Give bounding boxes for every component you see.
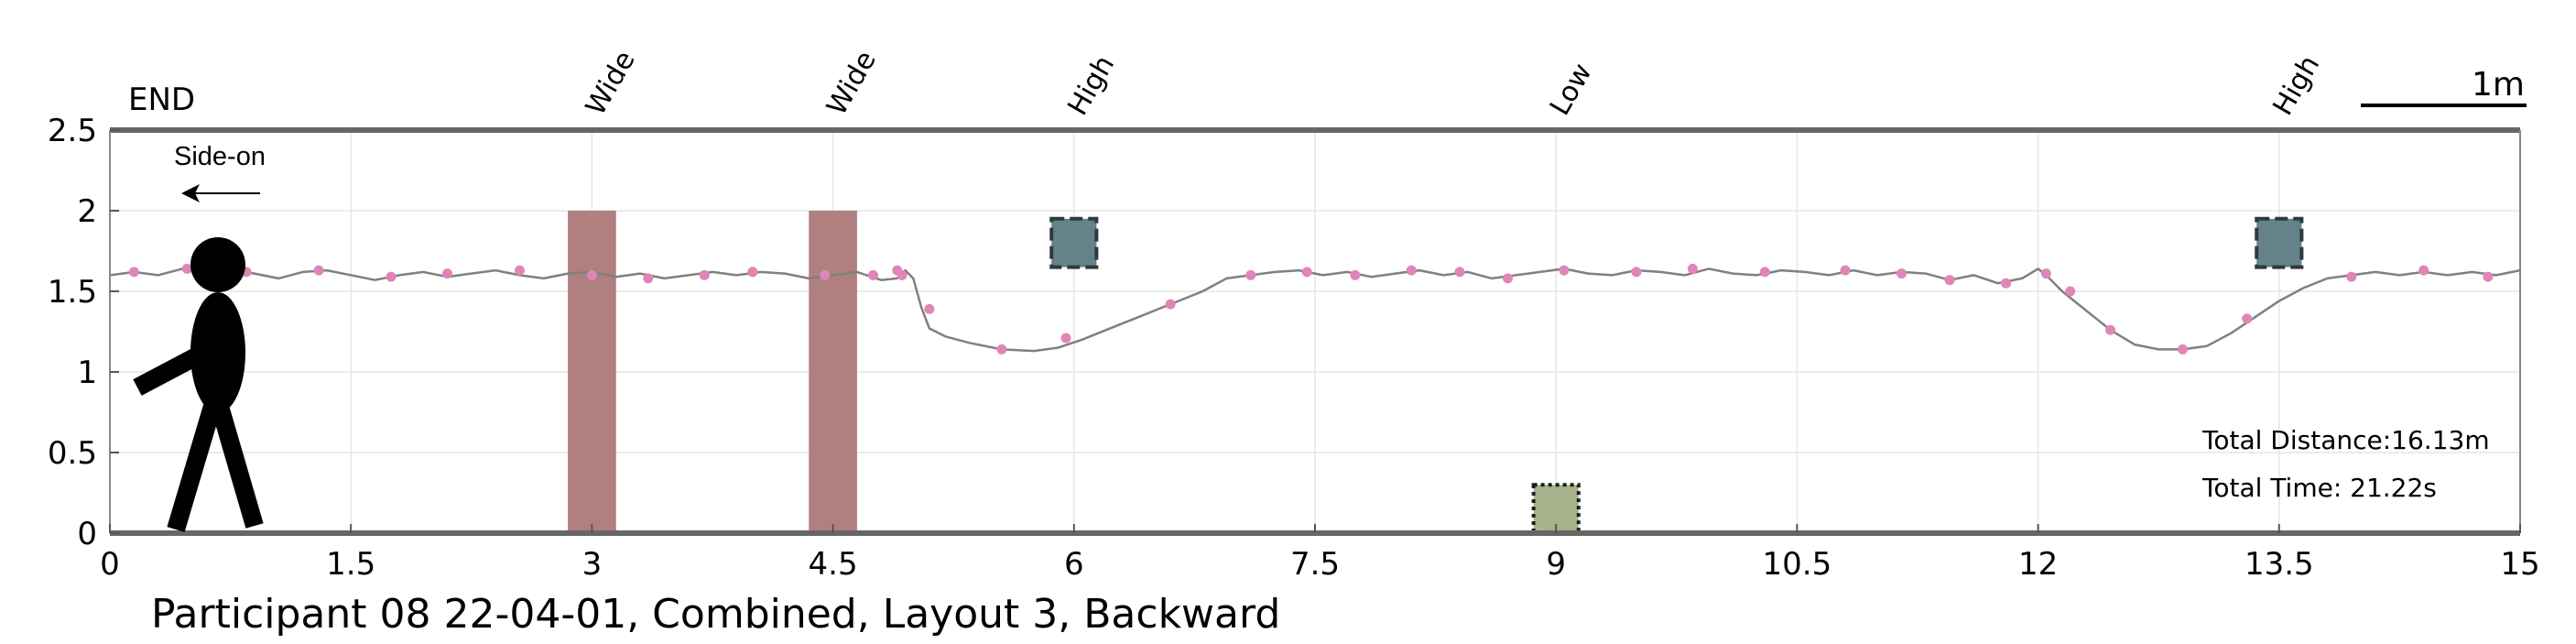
total-time-annotation: Total Time: 21.22s [2201,473,2437,503]
obstacle-labels: Wide Wide High Low High [580,46,2326,121]
trajectory-marker [2346,271,2357,282]
figure-icon [133,237,264,532]
obstacle-label: High [1061,50,1121,121]
y-tick-label: 0 [77,516,97,552]
trajectory-marker [1840,265,1851,276]
obstacle-label: High [2266,50,2326,121]
obstacle-label: Wide [580,46,642,121]
trajectory-marker [1687,263,1698,274]
trajectory-marker [1454,267,1465,278]
trajectory-marker [643,273,654,284]
trajectory-marker [747,267,758,278]
trajectory-marker [1165,299,1176,310]
trajectory-marker [1631,267,1642,278]
arrow-left-icon [181,184,260,202]
trajectory-marker [128,267,139,278]
x-tick-label: 7.5 [1290,546,1340,583]
trajectory-marker [1301,267,1312,278]
trajectory-marker [2001,278,2012,289]
trajectory-marker [2040,268,2051,279]
trajectory-marker [441,268,452,279]
x-tick-label: 10.5 [1763,546,1832,583]
trajectory-marker [2065,286,2076,297]
trajectory-marker [1350,269,1361,280]
chart-title: Participant 08 22-04-01, Combined, Layou… [151,591,1280,638]
obstacle-label: Low [1544,58,1599,121]
trajectory-marker [514,265,525,276]
trajectory-marker [1944,275,1955,286]
trajectory-marker [2483,271,2494,282]
trajectory-marker [820,269,831,280]
obstacle-high [1049,216,1099,269]
x-tick-label: 4.5 [809,546,858,583]
trajectory-marker [1559,265,1570,276]
scale-bar: 1m [2361,66,2527,107]
trajectory-marker [386,271,397,282]
y-tick-label: 0.5 [48,435,97,472]
grid [109,129,2521,534]
trajectory-marker [2418,265,2429,276]
x-tick-label: 12 [2018,546,2058,583]
trajectory-marker [1759,267,1770,278]
x-tick-label: 3 [582,546,603,583]
x-tick-label: 13.5 [2244,546,2314,583]
x-tick-label: 0 [100,546,120,583]
y-tick-label: 1.5 [48,274,97,311]
obstacle-wide [809,211,857,533]
trajectory-marker [181,263,192,274]
end-label: END [128,82,195,118]
trajectory-marker [2105,324,2116,335]
trajectory-marker [897,269,908,280]
trajectory-marker [1503,273,1514,284]
trajectory-marker [924,303,935,314]
trajectory-marker [586,269,597,280]
y-tick-label: 2.5 [48,113,97,149]
obstacle-label: Wide [821,46,883,121]
view-label: Side-on [174,142,266,171]
trajectory-marker [1406,265,1417,276]
trajectory-marker [1245,269,1256,280]
x-tick-label: 6 [1064,546,1084,583]
trajectory-marker [699,269,710,280]
trajectory-marker [1896,268,1907,279]
scale-bar-label: 1m [2472,66,2525,104]
trajectory-marker [313,265,324,276]
x-tick-label: 15 [2500,546,2539,583]
obstacles [568,211,2304,536]
y-tick-label: 1 [77,355,97,391]
trajectory-marker [1060,333,1071,344]
series [109,263,2521,355]
total-distance-annotation: Total Distance:16.13m [2201,425,2490,455]
trajectory-marker [2178,344,2189,355]
x-tick-label: 1.5 [326,546,375,583]
obstacle-high [2255,216,2304,269]
trajectory-marker [2242,313,2253,324]
y-tick-label: 2 [77,193,97,230]
x-tick-label: 9 [1546,546,1566,583]
obstacle-wide [568,211,616,533]
axes: 0 1.5 3 4.5 6 7.5 9 10.5 12 13.5 15 0 0.5 1 1.5 2 2.5 [48,113,2540,583]
trajectory-marker [996,344,1007,355]
trajectory-marker [867,269,878,280]
